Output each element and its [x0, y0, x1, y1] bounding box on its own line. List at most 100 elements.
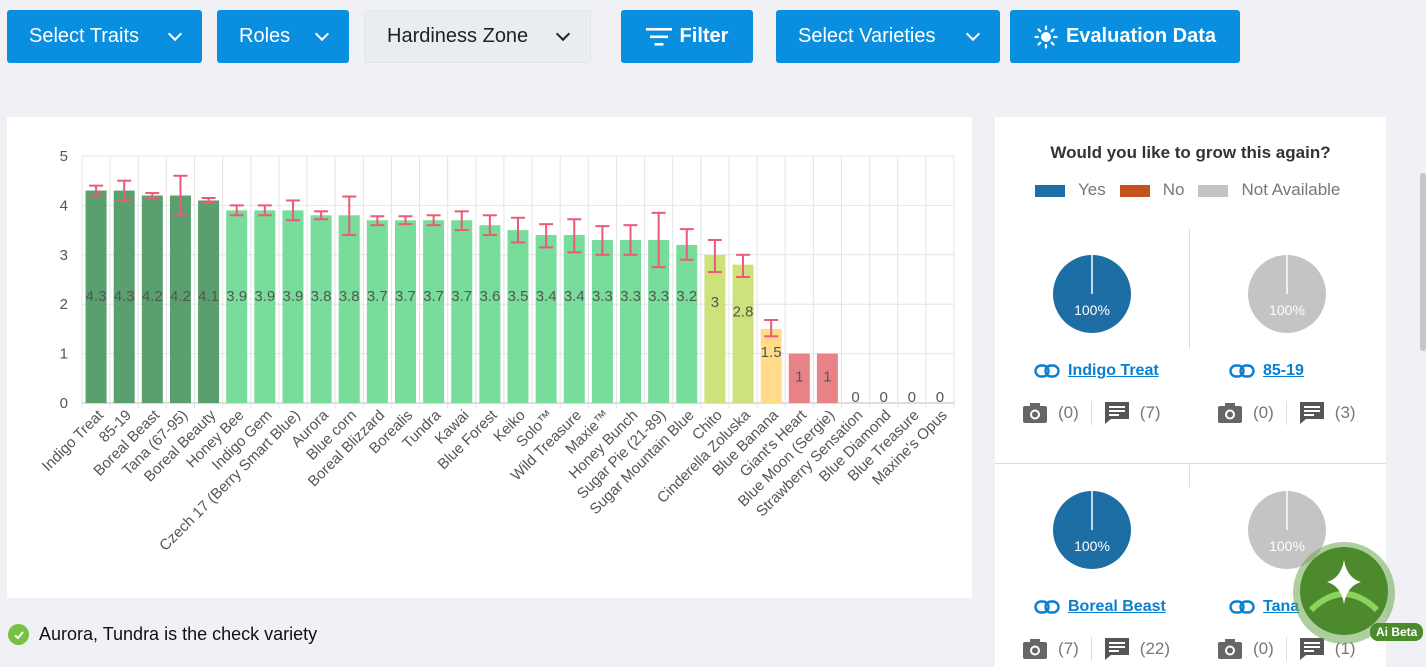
chart-bar: [591, 239, 613, 403]
data-label: 4.3: [114, 288, 135, 305]
data-label: 0: [936, 389, 944, 406]
meta-separator: [1285, 401, 1287, 425]
data-label: 0: [908, 389, 916, 406]
data-label: 4.2: [170, 288, 191, 305]
legend-na-swatch: [1198, 184, 1229, 197]
data-label: 1.5: [761, 344, 782, 361]
ai-assistant-button[interactable]: [1291, 540, 1397, 651]
data-label: 1: [795, 369, 803, 386]
chevron-down-icon: [965, 26, 981, 42]
data-label: 3.9: [226, 288, 247, 305]
chart-bar: [732, 264, 754, 403]
comment-icon[interactable]: [1104, 401, 1130, 425]
photo-count: (0): [1253, 639, 1274, 658]
y-tick-label: 0: [60, 395, 68, 412]
chart-bar: [141, 195, 163, 403]
chevron-down-icon: [555, 26, 571, 42]
data-label: 3: [711, 294, 719, 311]
data-label: 3.8: [311, 288, 332, 305]
comment-icon[interactable]: [1299, 401, 1325, 425]
data-label: 3.9: [283, 288, 304, 305]
legend-yes-swatch: [1035, 184, 1065, 197]
pie-legend: Yes No Not Available: [1035, 180, 1340, 200]
chart-bar: [85, 190, 107, 403]
link-icon: [1229, 364, 1255, 378]
variety-name: 85-19: [1263, 362, 1304, 379]
chart-bar: [788, 353, 810, 403]
variety-link[interactable]: Indigo Treat: [1034, 362, 1159, 380]
data-label: 3.4: [564, 288, 585, 305]
filter-icon: [645, 27, 672, 46]
comment-count: (22): [1139, 639, 1171, 658]
chart-bar: [535, 235, 557, 403]
filter-label: Filter: [679, 25, 729, 47]
data-label: 1: [823, 369, 831, 386]
chart-bar: [254, 210, 276, 403]
comment-icon[interactable]: [1104, 637, 1130, 661]
variety-link[interactable]: Boreal Beast: [1034, 598, 1166, 616]
meta-separator: [1090, 401, 1092, 425]
roles-dropdown[interactable]: Roles: [217, 10, 349, 63]
meta-separator: [1090, 637, 1092, 661]
legend-no-label: No: [1162, 180, 1185, 199]
chart-bar: [423, 220, 445, 403]
legend-not-available[interactable]: Not Available: [1198, 180, 1340, 200]
sparkle-icon: [1293, 542, 1395, 644]
variety-meta: (0) (3): [1217, 401, 1356, 425]
chart-bar: [226, 210, 248, 403]
data-label: 3.5: [508, 288, 529, 305]
photo-count: (0): [1253, 403, 1274, 422]
chart-bar: [169, 195, 191, 403]
camera-icon[interactable]: [1217, 638, 1243, 660]
chart-bar: [704, 254, 726, 403]
select-varieties-dropdown[interactable]: Select Varieties: [776, 10, 1000, 63]
variety-name: Indigo Treat: [1068, 362, 1159, 379]
data-label: 3.2: [676, 288, 697, 305]
camera-icon[interactable]: [1217, 402, 1243, 424]
data-label: 3.9: [254, 288, 275, 305]
variety-name: Tana: [1263, 598, 1300, 615]
chart-bar: [338, 215, 360, 403]
hardiness-zone-dropdown[interactable]: Hardiness Zone: [364, 10, 591, 63]
meta-separator: [1285, 637, 1287, 661]
photo-count: (7): [1058, 639, 1079, 658]
check-circle-icon: [8, 624, 29, 645]
data-label: 0: [880, 389, 888, 406]
chart-bar: [366, 220, 388, 403]
grid-divider-vertical: [1189, 229, 1190, 349]
photo-count: (0): [1058, 403, 1079, 422]
pie-percent: 100%: [1269, 538, 1305, 554]
chart-bar: [507, 230, 529, 403]
filter-button[interactable]: Filter: [621, 10, 753, 63]
data-label: 3.7: [367, 288, 388, 305]
variety-link[interactable]: Tana: [1229, 598, 1299, 616]
comment-count: (3): [1334, 403, 1356, 422]
evaluation-data-button[interactable]: Evaluation Data: [1010, 10, 1240, 63]
data-label: 4.2: [142, 288, 163, 305]
comment-icon[interactable]: [1299, 637, 1325, 661]
variety-link[interactable]: 85-19: [1229, 362, 1304, 380]
variety-meta: (0) (7): [1022, 401, 1161, 425]
variety-name: Boreal Beast: [1068, 598, 1166, 615]
chart-bar: [648, 239, 670, 403]
legend-no[interactable]: No: [1119, 180, 1185, 200]
chart-bar: [310, 215, 332, 403]
data-label: 3.3: [648, 288, 669, 305]
grid-divider-horizontal: [995, 463, 1386, 464]
link-icon: [1034, 364, 1060, 378]
camera-icon[interactable]: [1022, 402, 1048, 424]
legend-yes[interactable]: Yes: [1035, 180, 1106, 200]
select-traits-dropdown[interactable]: Select Traits: [7, 10, 202, 63]
y-tick-label: 5: [60, 148, 68, 165]
data-label: 3.3: [620, 288, 641, 305]
grid-divider-vertical: [1189, 465, 1190, 487]
camera-icon[interactable]: [1022, 638, 1048, 660]
comment-count: (7): [1139, 403, 1161, 422]
legend-yes-label: Yes: [1078, 180, 1106, 199]
data-label: 3.4: [536, 288, 557, 305]
scrollbar[interactable]: [1420, 173, 1426, 351]
pie-chart: 100%: [1248, 255, 1326, 333]
chart-bar: [816, 353, 838, 403]
chart-bar: [113, 190, 135, 403]
data-label: 3.7: [395, 288, 416, 305]
